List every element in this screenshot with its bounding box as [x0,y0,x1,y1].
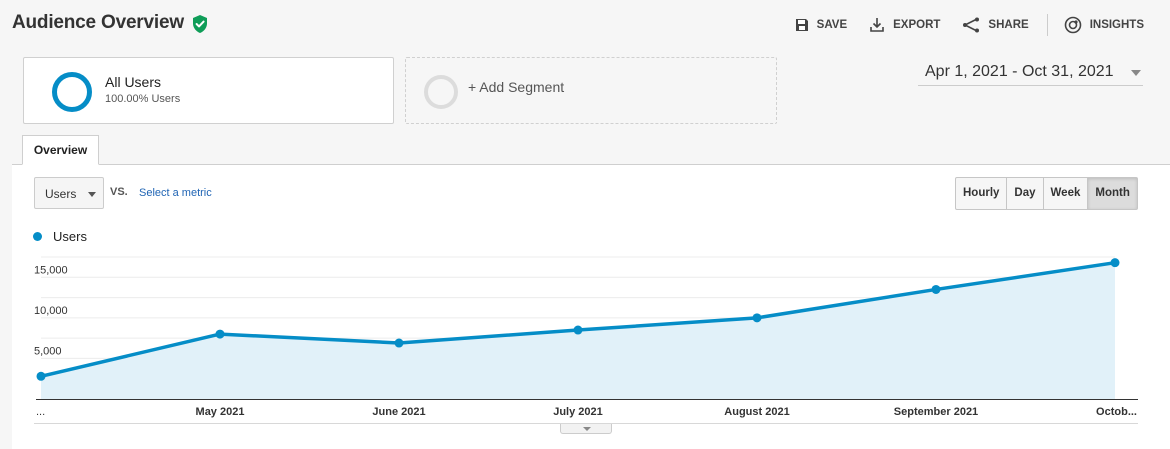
date-range-text: Apr 1, 2021 - Oct 31, 2021 [925,63,1114,80]
caret-down-icon [88,192,96,197]
data-point[interactable] [1110,258,1120,268]
data-point[interactable] [215,329,225,339]
chart-expand-toggle[interactable] [560,424,612,434]
select-metric-link[interactable]: Select a metric [139,187,212,199]
add-segment-ring-icon [424,75,458,109]
save-icon [795,19,808,31]
insights-icon [1064,16,1081,34]
legend-swatch [33,232,42,241]
insights-label: INSIGHTS [1089,19,1144,31]
data-point[interactable] [752,313,762,323]
metric-selector-label: Users [45,187,77,201]
vs-label: VS. [110,186,128,198]
date-range-picker[interactable]: Apr 1, 2021 - Oct 31, 2021 [918,60,1143,86]
granularity-hourly-button[interactable]: Hourly [963,187,1000,199]
insights-button[interactable]: INSIGHTS [1064,16,1144,34]
report-header: Audience Overview SAVE EXPORT [0,0,1170,50]
add-segment-button[interactable]: + Add Segment [405,57,777,124]
granularity-selector: Hourly Day Week Month [955,177,1138,210]
segment-all-users[interactable]: All Users 100.00% Users [23,57,394,124]
caret-down-icon [1131,70,1141,76]
data-point[interactable] [931,284,941,294]
share-label: SHARE [988,19,1029,31]
granularity-month-button[interactable]: Month [1087,178,1137,209]
segment-percent: 100.00% Users [105,93,181,105]
chart-legend: Users [33,229,87,244]
report-toolbar: SAVE EXPORT SHARE INSIGH [795,14,1144,36]
page-title: Audience Overview [12,12,184,33]
add-segment-label: + Add Segment [468,79,565,95]
granularity-week-button[interactable]: Week [1042,178,1088,209]
share-button[interactable]: SHARE [962,17,1029,33]
data-point[interactable] [36,371,46,381]
save-button[interactable]: SAVE [795,18,847,32]
save-label: SAVE [816,19,848,31]
granularity-day-button[interactable]: Day [1006,178,1042,209]
verified-shield-icon [193,15,207,33]
data-point[interactable] [573,325,583,335]
metric-selector[interactable]: Users [34,177,104,209]
tab-overview[interactable]: Overview [22,135,99,165]
export-icon [870,18,884,32]
toolbar-divider [1046,14,1048,36]
legend-label: Users [53,229,87,244]
data-point[interactable] [394,338,404,348]
segment-name: All Users [105,74,162,90]
export-label: EXPORT [893,19,941,31]
segment-ring-icon [52,72,92,112]
export-button[interactable]: EXPORT [869,17,940,33]
share-icon [963,17,980,33]
